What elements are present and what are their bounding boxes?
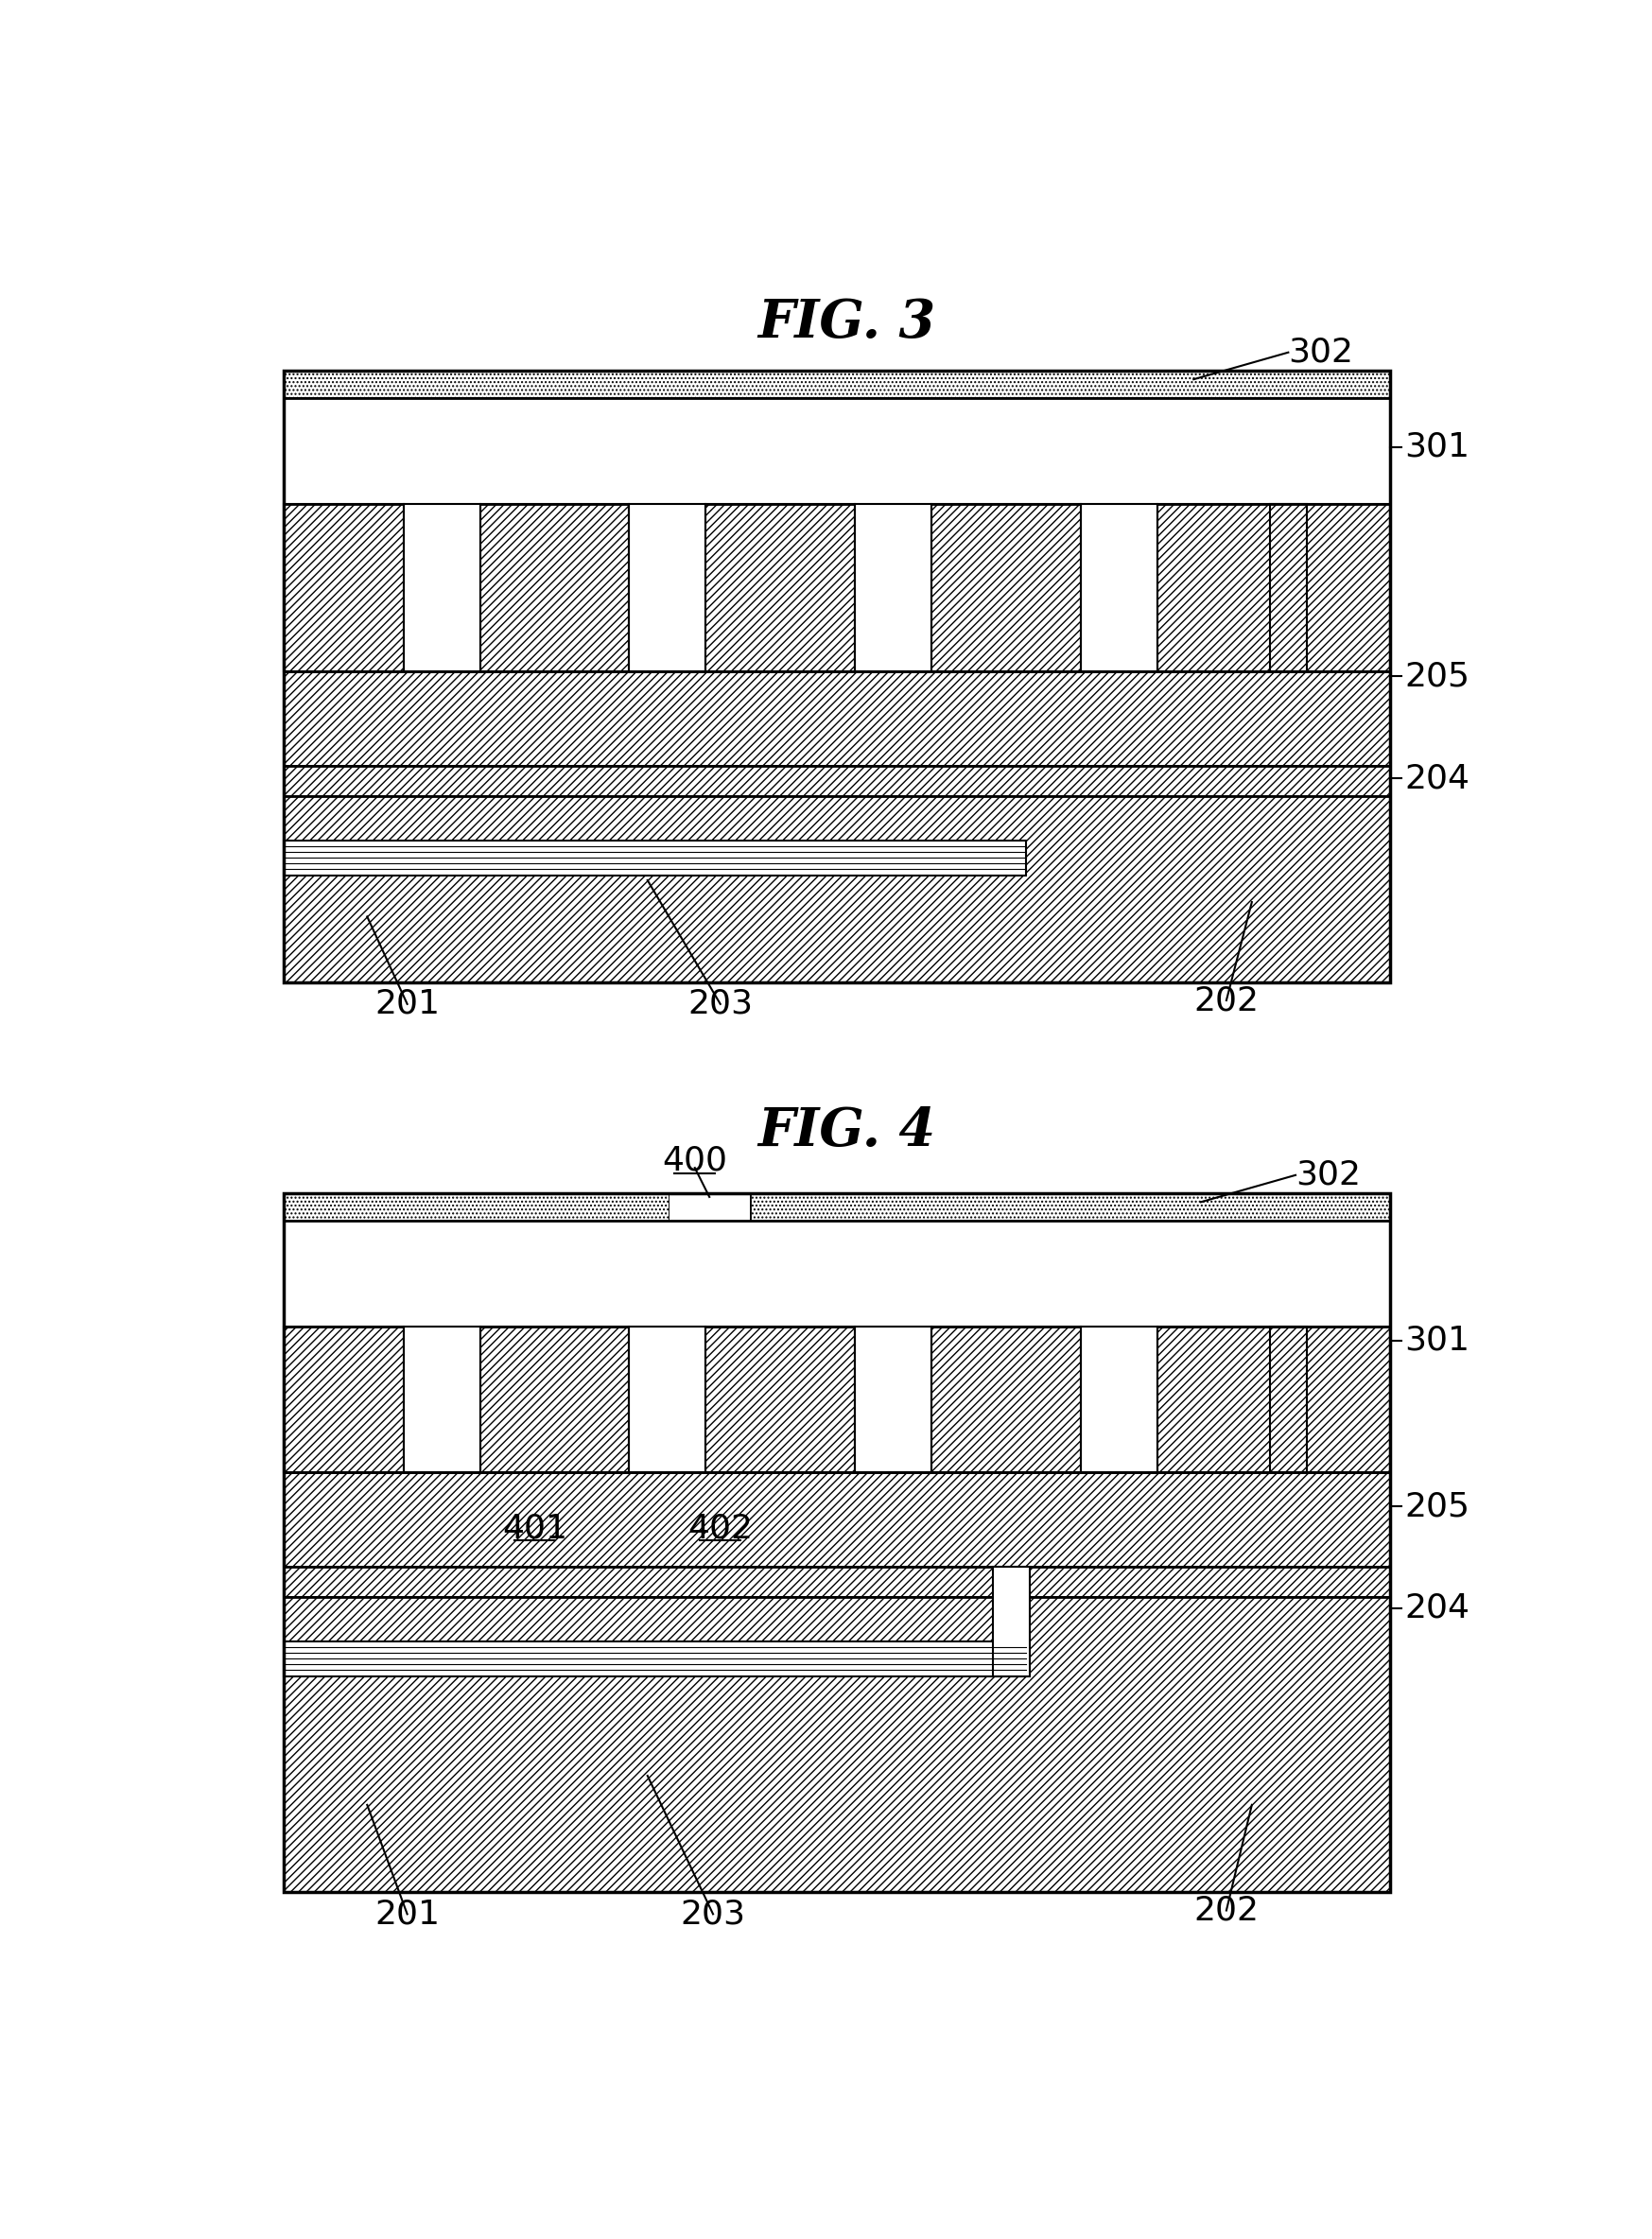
- Text: 202: 202: [1194, 985, 1259, 1017]
- Bar: [284, 1567, 1391, 1596]
- Bar: [629, 504, 705, 672]
- Bar: [284, 797, 1391, 983]
- Bar: [932, 504, 1080, 672]
- Bar: [705, 1325, 856, 1473]
- Bar: [1156, 1325, 1307, 1473]
- Text: 400: 400: [662, 1144, 727, 1178]
- Bar: [284, 1473, 1391, 1567]
- Bar: [284, 1193, 669, 1220]
- Bar: [284, 504, 403, 672]
- Bar: [1270, 1325, 1391, 1473]
- Text: 402: 402: [687, 1511, 753, 1545]
- Bar: [284, 399, 1391, 504]
- Bar: [284, 1641, 1026, 1677]
- Text: 205: 205: [1404, 1491, 1470, 1523]
- Text: 203: 203: [681, 1899, 745, 1930]
- Bar: [669, 1193, 750, 1220]
- Bar: [1270, 504, 1391, 672]
- Text: 302: 302: [1295, 1160, 1361, 1191]
- Bar: [403, 1325, 481, 1473]
- Bar: [284, 372, 1391, 983]
- Text: 202: 202: [1194, 1894, 1259, 1926]
- Text: FIG. 3: FIG. 3: [757, 298, 935, 349]
- Bar: [284, 766, 1391, 797]
- Bar: [932, 1325, 1080, 1473]
- Text: 205: 205: [1404, 661, 1470, 692]
- Bar: [856, 1325, 932, 1473]
- Bar: [993, 1567, 1029, 1677]
- Text: 401: 401: [502, 1511, 567, 1545]
- Text: 201: 201: [375, 987, 439, 1021]
- Bar: [1080, 504, 1156, 672]
- Bar: [403, 504, 481, 672]
- Bar: [284, 1325, 1391, 1473]
- Text: 204: 204: [1404, 1592, 1470, 1623]
- Text: 204: 204: [1404, 761, 1470, 795]
- Bar: [284, 372, 1391, 399]
- Bar: [284, 1325, 403, 1473]
- Bar: [284, 1220, 1391, 1325]
- Text: 302: 302: [1289, 336, 1353, 369]
- Bar: [284, 504, 1391, 672]
- Bar: [284, 840, 1026, 875]
- Text: 301: 301: [1404, 1323, 1470, 1357]
- Bar: [284, 1193, 1391, 1892]
- Bar: [481, 504, 629, 672]
- Text: FIG. 4: FIG. 4: [757, 1106, 935, 1158]
- Text: 301: 301: [1404, 430, 1470, 463]
- Bar: [750, 1193, 1391, 1220]
- Bar: [629, 1325, 705, 1473]
- Bar: [481, 1325, 629, 1473]
- Bar: [856, 504, 932, 672]
- Bar: [1080, 1325, 1156, 1473]
- Text: 201: 201: [375, 1899, 439, 1930]
- Bar: [284, 672, 1391, 766]
- Text: 203: 203: [687, 987, 753, 1021]
- Bar: [1156, 504, 1307, 672]
- Bar: [284, 1596, 1391, 1892]
- Bar: [705, 504, 856, 672]
